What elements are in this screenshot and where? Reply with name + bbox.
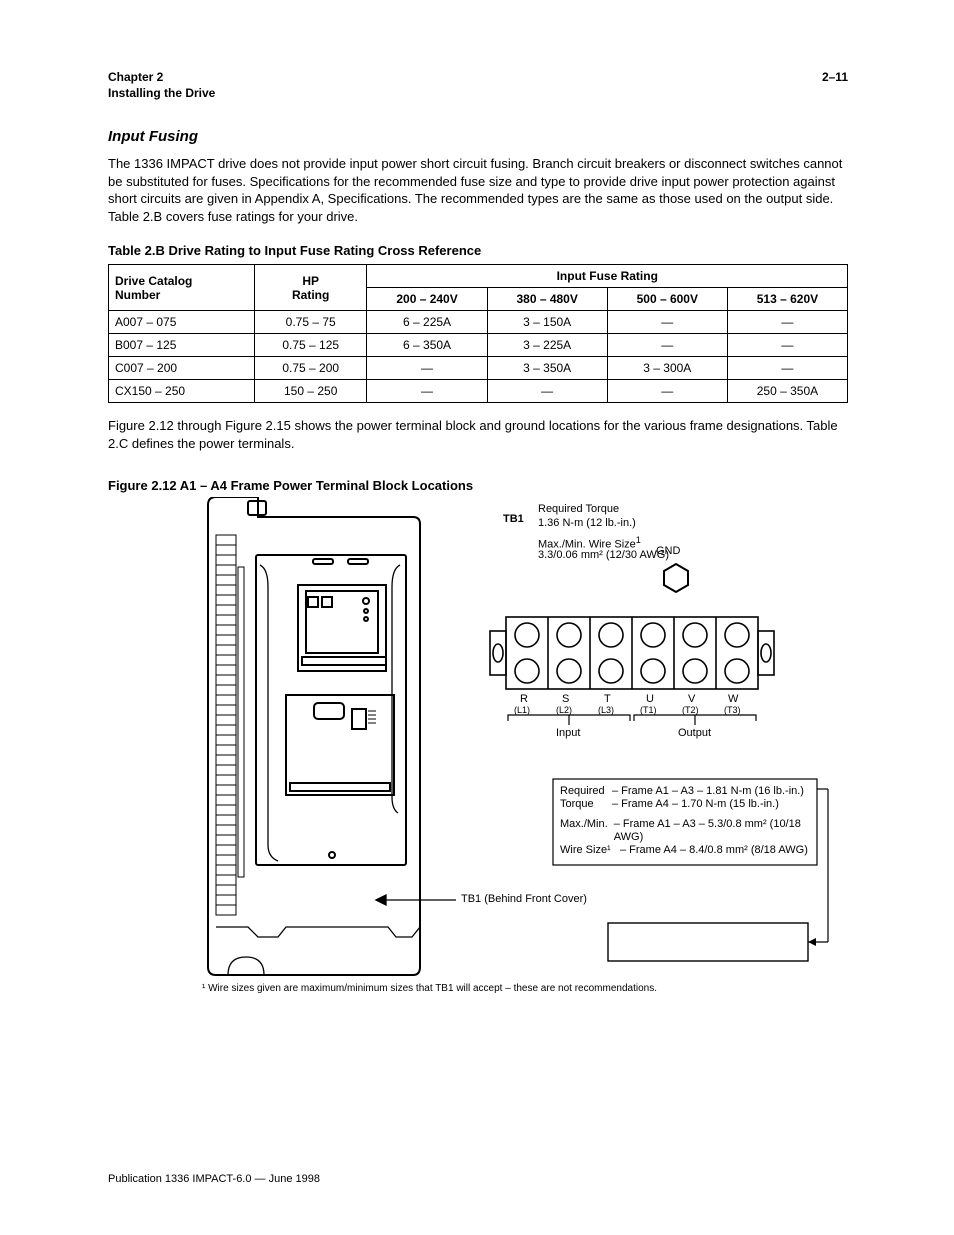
subterm-t1: (T1) [640,705,657,716]
col-hp-rating: HP Rating [254,265,367,311]
fuse-rating-table: Drive Catalog Number HP Rating Input Fus… [108,264,848,403]
subcol-1: 380 – 480V [487,288,607,311]
tb1-pointer-label: TB1 (Behind Front Cover) [461,893,611,906]
page-footer: Publication 1336 IMPACT-6.0 — June 1998 [108,1173,848,1185]
col-input-fuse: Input Fuse Rating [367,265,848,288]
footer-left: Publication 1336 IMPACT-6.0 — June 1998 [108,1173,320,1185]
output-label: Output [678,727,711,740]
table-row: C007 – 200 0.75 – 200 — 3 – 350A 3 – 300… [109,357,848,380]
table-row: A007 – 075 0.75 – 75 6 – 225A 3 – 150A —… [109,311,848,334]
page-ref: 2–11 [822,70,848,128]
input-label: Input [556,727,580,740]
chapter-title: Installing the Drive [108,86,215,100]
chapter-header: Chapter 2 Installing the Drive 2–11 [108,70,848,128]
drive-diagram [108,497,848,1017]
subcol-0: 200 – 240V [367,288,487,311]
subterm-l1: (L1) [514,705,530,716]
section-title: Input Fusing [108,128,848,145]
subterm-l3: (L3) [598,705,614,716]
table-row: B007 – 125 0.75 – 125 6 – 350A 3 – 225A … [109,334,848,357]
paragraph-2: Figure 2.12 through Figure 2.15 shows th… [108,417,848,452]
table-row: CX150 – 250 150 – 250 — — — 250 – 350A [109,380,848,403]
callout-box: Required – Frame A1 – A3 – 1.81 N-m (16 … [560,785,810,857]
paragraph-1: The 1336 IMPACT drive does not provide i… [108,155,848,225]
subterm-t2: (T2) [682,705,699,716]
figure-2-12: TB1 Required Torque 1.36 N-m (12 lb.-in.… [108,497,848,1017]
subterm-l2: (L2) [556,705,572,716]
figure-caption: Figure 2.12 A1 – A4 Frame Power Terminal… [108,478,848,493]
col-drive-catalog: Drive Catalog Number [109,265,255,311]
chapter-label: Chapter 2 [108,70,215,84]
page-content: Chapter 2 Installing the Drive 2–11 Inpu… [108,70,848,1017]
table-caption: Table 2.B Drive Rating to Input Fuse Rat… [108,243,848,258]
subcol-2: 500 – 600V [607,288,727,311]
figure-footnote: ¹ Wire sizes given are maximum/minimum s… [202,983,802,995]
subterm-t3: (T3) [724,705,741,716]
subcol-3: 513 – 620V [727,288,847,311]
